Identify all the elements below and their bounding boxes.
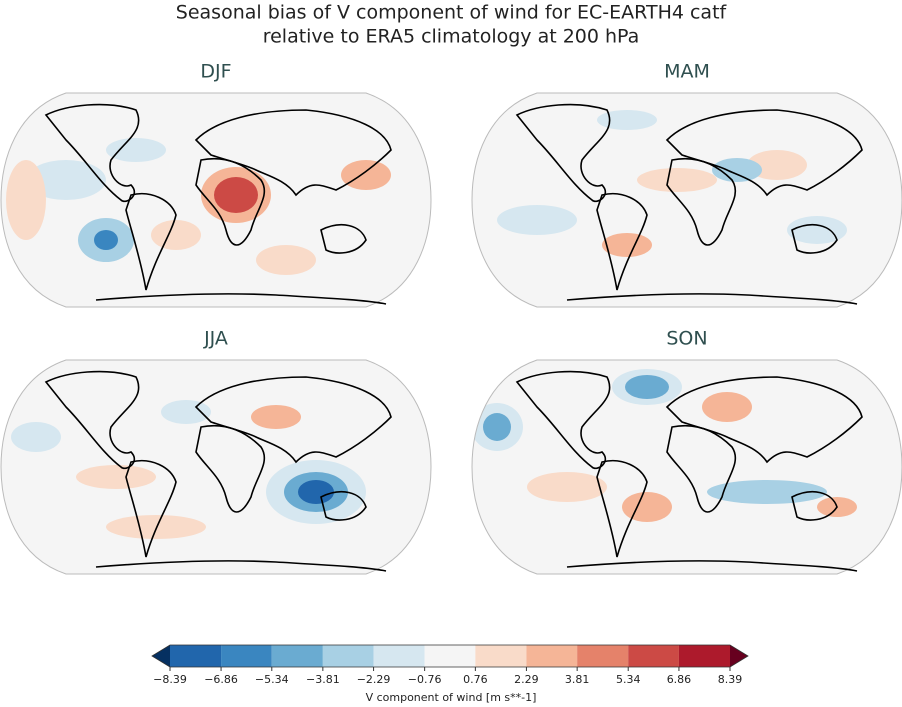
map [0,92,432,308]
bias-contour [527,472,607,502]
colorbar-tick-label: −0.76 [408,673,442,686]
bias-contour [106,138,166,162]
bias-contour [787,216,847,244]
colorbar-tick-label: −2.29 [357,673,391,686]
colorbar-tick-label: −3.81 [306,673,340,686]
bias-contour [712,158,762,182]
bias-contour [251,405,301,429]
bias-contour [6,160,46,240]
bias-contour [622,492,672,522]
bias-field [6,138,391,275]
colorbar-bin [678,645,730,667]
bias-contour [602,233,652,257]
bias-contour [214,177,258,213]
colorbar-tick-label: −6.86 [204,673,238,686]
panel-title: DJF [200,61,231,83]
panel-title: SON [666,328,707,350]
colorbar-tick-label: 8.39 [718,673,743,686]
bias-contour [256,245,316,275]
bias-field [11,400,366,539]
bias-contour [341,160,391,190]
bias-contour [94,230,118,250]
colorbar-bin [322,645,374,667]
colorbar-bin [577,645,629,667]
bias-contour [11,422,61,452]
colorbar-bin [628,645,679,667]
colorbar-tick-label: 0.76 [463,673,488,686]
map [471,92,902,308]
colorbar-tick-label: 3.81 [565,673,590,686]
bias-contour [747,150,807,180]
colorbar-tick-label: 5.34 [616,673,641,686]
colorbar-bin [271,645,323,667]
bias-contour [76,465,156,489]
bias-field [497,110,847,257]
figure-title: relative to ERA5 climatology at 200 hPa [263,26,640,48]
colorbar-bin [373,645,425,667]
panel-title: JJA [203,328,228,350]
colorbar: −8.39 −6.86 −5.34 −3.81 −2.29 −0.76 0.76 2.29 3.… [151,644,749,686]
colorbar-bin [424,645,476,667]
colorbar-bin [526,645,578,667]
bias-contour [625,375,669,399]
panel-title: MAM [664,61,710,83]
bias-contour [597,110,657,130]
figure-title: Seasonal bias of V component of wind for… [176,2,728,24]
bias-contour [151,220,201,250]
bias-contour [106,515,206,539]
bias-field [472,369,857,522]
colorbar-over [730,645,748,667]
bias-contour [26,160,106,200]
bias-contour [298,480,334,504]
colorbar-tick-label: −5.34 [255,673,289,686]
panels: DJF MAM JJA SON [0,61,902,575]
bias-contour [161,400,211,424]
map [471,359,902,575]
bias-contour [637,168,717,192]
colorbar-label: V component of wind [m s**-1] [366,691,537,704]
bias-contour [497,205,577,235]
colorbar-tick-label: 6.86 [667,673,692,686]
colorbar-bin [170,645,222,667]
colorbar-tick-label: 2.29 [514,673,539,686]
bias-contour [707,480,827,504]
map [0,359,432,575]
bias-contour [702,392,752,422]
colorbar-bin [475,645,527,667]
colorbar-bin [221,645,272,667]
colorbar-tick-label: −8.39 [153,673,187,686]
colorbar-under [152,645,170,667]
bias-contour [483,413,511,441]
